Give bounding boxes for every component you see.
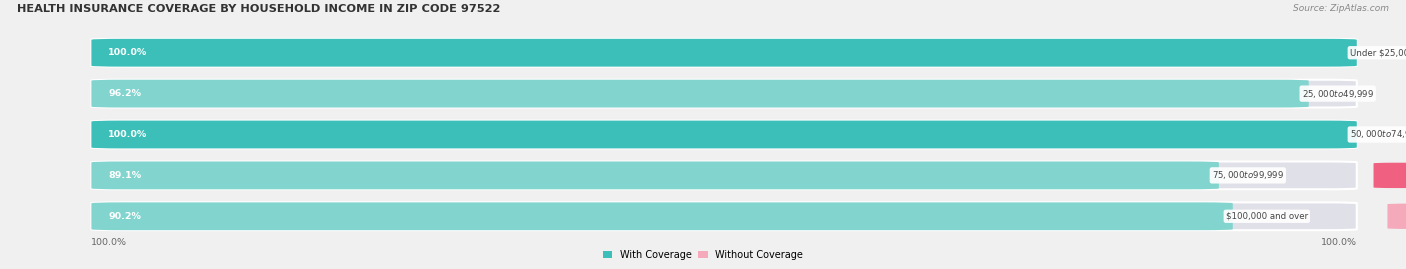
FancyBboxPatch shape <box>91 39 1357 67</box>
FancyBboxPatch shape <box>1388 204 1406 229</box>
Text: 89.1%: 89.1% <box>108 171 142 180</box>
Text: $100,000 and over: $100,000 and over <box>1226 212 1308 221</box>
Legend: With Coverage, Without Coverage: With Coverage, Without Coverage <box>599 246 807 264</box>
FancyBboxPatch shape <box>91 202 1357 230</box>
Text: $50,000 to $74,999: $50,000 to $74,999 <box>1350 129 1406 140</box>
Text: $25,000 to $49,999: $25,000 to $49,999 <box>1302 88 1374 100</box>
FancyBboxPatch shape <box>91 161 1219 189</box>
Text: 100.0%: 100.0% <box>91 239 128 247</box>
FancyBboxPatch shape <box>91 202 1233 230</box>
Text: 100.0%: 100.0% <box>108 130 148 139</box>
FancyBboxPatch shape <box>91 121 1357 148</box>
Text: 90.2%: 90.2% <box>108 212 141 221</box>
Text: 100.0%: 100.0% <box>1320 239 1357 247</box>
FancyBboxPatch shape <box>91 121 1357 148</box>
Text: $75,000 to $99,999: $75,000 to $99,999 <box>1212 169 1284 181</box>
FancyBboxPatch shape <box>91 80 1357 108</box>
Text: Source: ZipAtlas.com: Source: ZipAtlas.com <box>1294 4 1389 13</box>
Text: 100.0%: 100.0% <box>108 48 148 57</box>
Text: 96.2%: 96.2% <box>108 89 141 98</box>
FancyBboxPatch shape <box>91 161 1357 189</box>
FancyBboxPatch shape <box>91 80 1309 108</box>
FancyBboxPatch shape <box>1374 163 1406 188</box>
Text: HEALTH INSURANCE COVERAGE BY HOUSEHOLD INCOME IN ZIP CODE 97522: HEALTH INSURANCE COVERAGE BY HOUSEHOLD I… <box>17 4 501 14</box>
Text: Under $25,000: Under $25,000 <box>1350 48 1406 57</box>
FancyBboxPatch shape <box>91 39 1357 67</box>
